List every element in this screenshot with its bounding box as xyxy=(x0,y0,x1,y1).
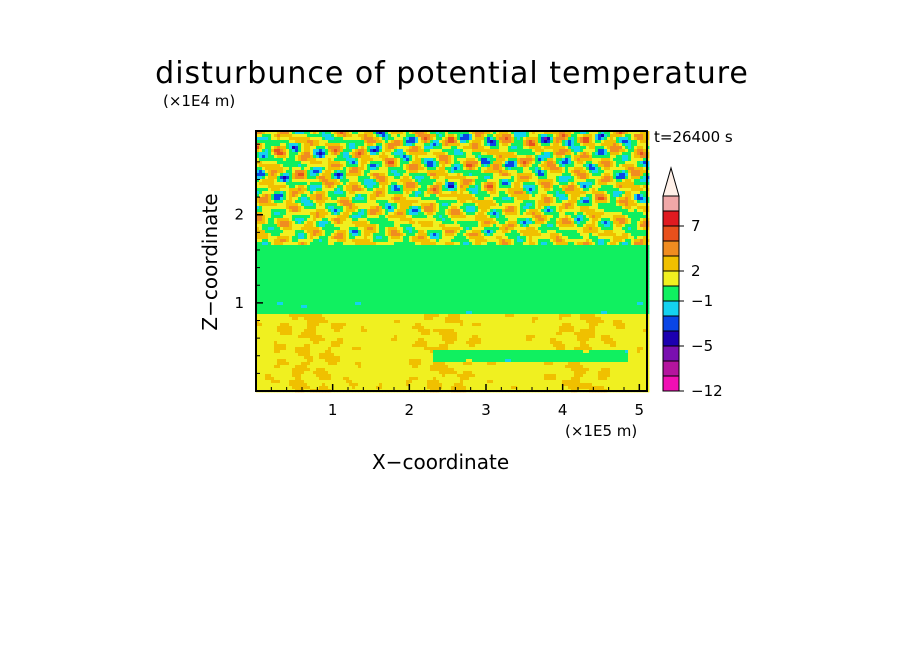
y-tick-label: 2 xyxy=(234,206,244,224)
contour-field xyxy=(256,131,650,393)
colorbar-level xyxy=(662,330,680,347)
colorbar-level xyxy=(662,255,680,272)
plot-frame xyxy=(255,130,648,392)
x-axis-unit: (×1E5 m) xyxy=(565,422,638,440)
colorbar-level xyxy=(662,375,680,392)
chart-title: disturbunce of potential temperature xyxy=(155,56,749,91)
colorbar-level xyxy=(662,240,680,257)
x-tick-label: 4 xyxy=(558,401,568,419)
colorbar-level xyxy=(662,210,680,227)
y-axis-ticks: 12 xyxy=(234,143,263,374)
colorbar-tick-label: 7 xyxy=(691,217,701,235)
colorbar-over-triangle xyxy=(662,166,680,197)
y-tick-label: 1 xyxy=(234,294,244,312)
colorbar-level xyxy=(662,345,680,362)
x-axis-label: X−coordinate xyxy=(372,450,510,474)
colorbar-tick-label: −5 xyxy=(691,337,713,355)
colorbar-level xyxy=(662,225,680,242)
time-label: t=26400 s xyxy=(654,128,733,146)
colorbar-level xyxy=(662,195,680,212)
y-axis-unit: (×1E4 m) xyxy=(163,92,236,110)
colorbar-level xyxy=(662,285,680,302)
x-tick-label: 2 xyxy=(405,401,415,419)
colorbar-tick-label: 2 xyxy=(691,262,701,280)
x-tick-label: 5 xyxy=(635,401,645,419)
colorbar-level xyxy=(662,300,680,317)
colorbar-level xyxy=(662,315,680,332)
colorbar-tick-label: −12 xyxy=(691,382,723,400)
colorbar-level xyxy=(662,270,680,287)
x-axis-ticks: 1 2 3 4 5 xyxy=(270,384,645,419)
colorbar: −12−5−127 xyxy=(662,166,723,400)
x-tick-label: 3 xyxy=(481,401,491,419)
x-tick-label: 1 xyxy=(328,401,338,419)
colorbar-tick-label: −1 xyxy=(691,292,713,310)
colorbar-level xyxy=(662,360,680,377)
